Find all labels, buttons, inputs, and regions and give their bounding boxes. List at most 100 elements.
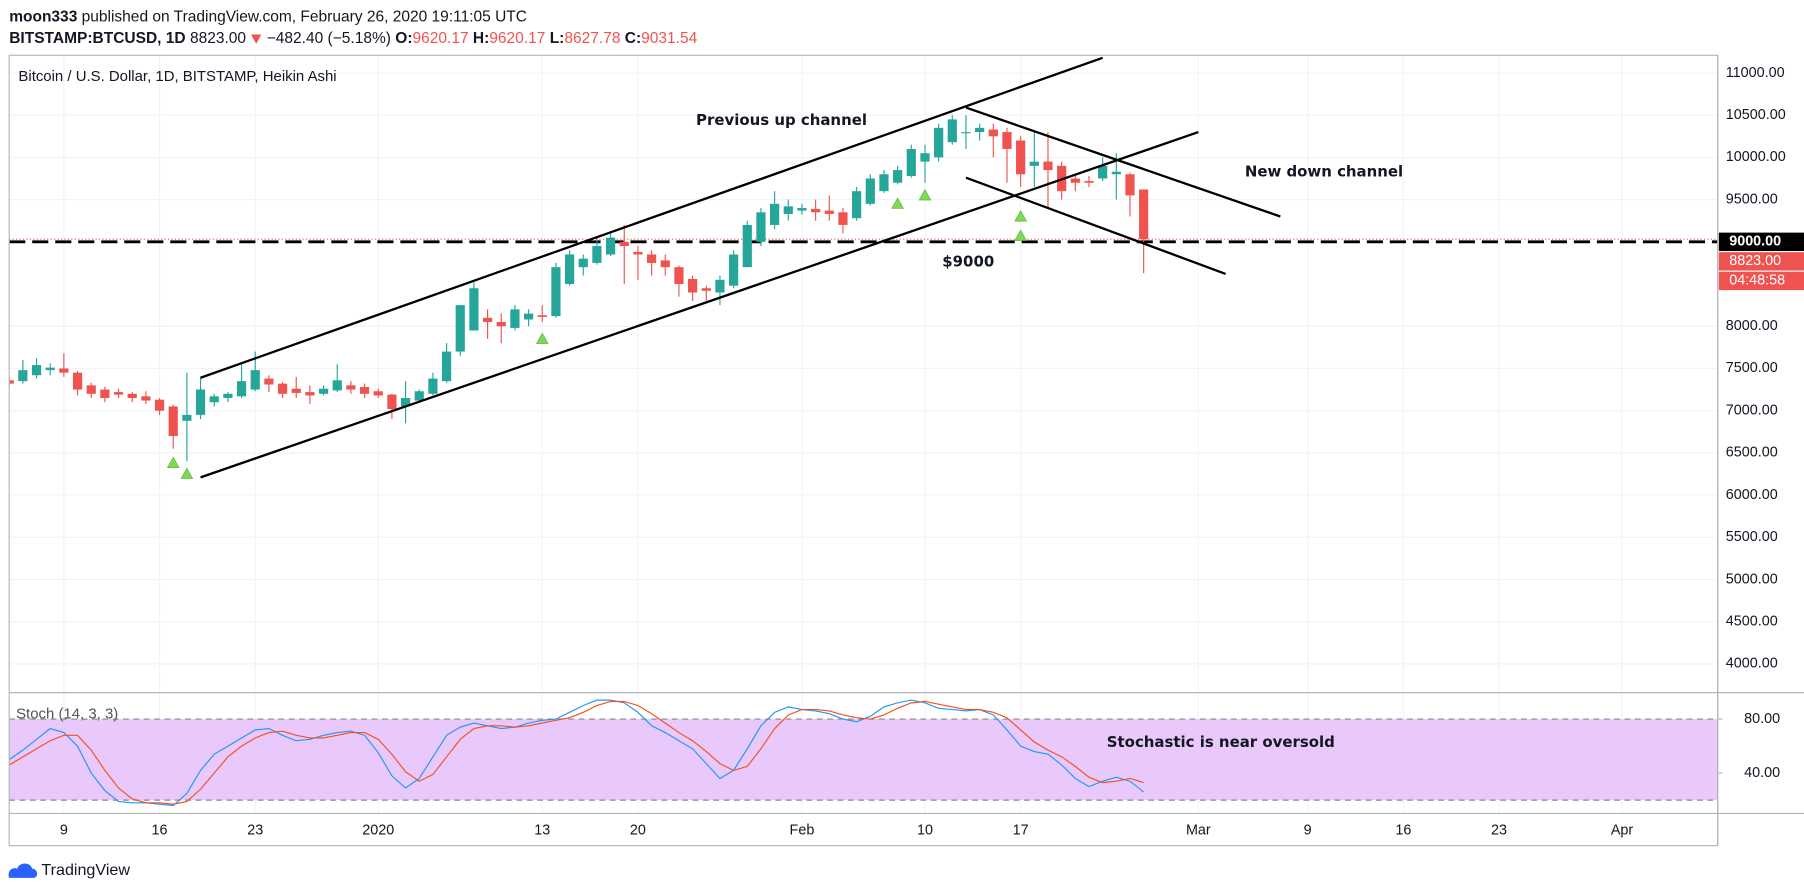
candle-body bbox=[988, 129, 998, 137]
candle-body bbox=[715, 279, 725, 293]
x-tick-label: Mar bbox=[1186, 822, 1211, 838]
candle-body bbox=[428, 378, 438, 394]
annotation: Previous up channel bbox=[696, 111, 867, 129]
candle-body bbox=[578, 258, 588, 268]
candle-body bbox=[1002, 132, 1012, 149]
h-value: 9620.17 bbox=[489, 30, 545, 47]
candle-body bbox=[305, 392, 315, 396]
candle-body bbox=[45, 367, 55, 371]
y-tick-label: 40.00 bbox=[1744, 765, 1780, 781]
candle-body bbox=[865, 178, 875, 204]
y-tick-label: 10000.00 bbox=[1726, 149, 1786, 165]
o-label: O: bbox=[395, 30, 412, 47]
candle-body bbox=[441, 351, 452, 382]
candle-body bbox=[674, 267, 684, 285]
candle-body bbox=[359, 387, 370, 394]
candle-body bbox=[1070, 178, 1080, 183]
candle-body bbox=[1029, 161, 1039, 166]
candle-body bbox=[770, 203, 780, 225]
candle-body bbox=[592, 246, 602, 263]
candle-body bbox=[756, 212, 766, 242]
candle-body bbox=[537, 315, 547, 317]
l-value: 8627.78 bbox=[564, 30, 620, 47]
candle-body bbox=[455, 305, 465, 352]
brand-logo bbox=[8, 863, 38, 878]
plot bbox=[9, 56, 1718, 479]
candle-body bbox=[647, 254, 657, 263]
candle-body bbox=[100, 389, 110, 399]
candle-body bbox=[18, 370, 28, 382]
y-tick-label: 5500.00 bbox=[1726, 529, 1778, 545]
candle-body bbox=[811, 208, 821, 213]
candle-body bbox=[236, 381, 247, 397]
x-tick-label: 16 bbox=[152, 822, 168, 838]
publish-line: moon333 published on TradingView.com, Fe… bbox=[9, 8, 527, 25]
candle-body bbox=[373, 391, 383, 396]
price-label-box bbox=[1718, 252, 1804, 271]
candle-body bbox=[797, 208, 807, 211]
author: moon333 bbox=[9, 8, 77, 25]
x-tick-label: 23 bbox=[247, 822, 263, 838]
o-value: 9620.17 bbox=[413, 30, 469, 47]
candle-body bbox=[1043, 161, 1053, 171]
candle-body bbox=[9, 380, 14, 384]
c-label: C: bbox=[625, 30, 641, 47]
stoch-line bbox=[9, 700, 1144, 805]
candle-body bbox=[838, 212, 848, 225]
candle-body bbox=[1111, 171, 1121, 175]
y-tick-label: 80.00 bbox=[1744, 711, 1780, 727]
candle-body bbox=[127, 393, 137, 399]
candle-body bbox=[1098, 165, 1108, 179]
candle-body bbox=[852, 191, 862, 219]
candle-body bbox=[291, 388, 301, 393]
trendline bbox=[200, 130, 1199, 479]
candle-body bbox=[141, 396, 151, 401]
stoch-title: Stoch (14, 3, 3) bbox=[16, 705, 118, 722]
candle-body bbox=[510, 309, 520, 328]
candle-body bbox=[250, 370, 260, 390]
candle-body bbox=[729, 254, 739, 286]
trendline bbox=[200, 56, 1104, 379]
band-fill bbox=[9, 719, 1718, 801]
published: published on TradingView.com, February 2… bbox=[82, 8, 527, 25]
price: 8823.00 bbox=[190, 30, 246, 47]
y-tick-label: 7000.00 bbox=[1726, 402, 1778, 418]
y-tick-label: 11000.00 bbox=[1726, 65, 1785, 81]
price-label: 8823.00 bbox=[1729, 253, 1781, 269]
candle-body bbox=[564, 254, 575, 285]
candle-body bbox=[551, 267, 561, 317]
candle-body bbox=[920, 153, 930, 162]
x-tick-label: 20 bbox=[630, 822, 646, 838]
candle-body bbox=[469, 288, 479, 331]
symbol: BITSTAMP:BTCUSD, 1D bbox=[9, 30, 185, 47]
y-tick-label: 7500.00 bbox=[1726, 360, 1778, 376]
y-tick-label: 4000.00 bbox=[1726, 656, 1778, 672]
trendline bbox=[965, 176, 1227, 275]
trendline bbox=[965, 106, 1281, 218]
candle-body bbox=[605, 237, 616, 255]
candle-body bbox=[318, 388, 329, 394]
candle-body bbox=[783, 206, 793, 214]
x-tick-label: 23 bbox=[1491, 822, 1507, 838]
candle-body bbox=[975, 127, 985, 133]
signal-marker bbox=[1014, 210, 1027, 222]
signal-marker bbox=[166, 456, 180, 468]
chart-layer: 9 16 23 2020 13 20 Feb 10 17 Mar 9 16 23 Apr 11000.00 1… bbox=[9, 55, 1804, 838]
signal-marker bbox=[535, 332, 549, 344]
countdown: 04:48:58 bbox=[1729, 273, 1785, 289]
candle-body bbox=[961, 132, 971, 134]
chart-title: Bitcoin / U.S. Dollar, 1D, BITSTAMP, Hei… bbox=[18, 68, 336, 85]
x-tick-label: 9 bbox=[1304, 822, 1312, 838]
candle-body bbox=[1139, 189, 1149, 240]
candle-body bbox=[59, 368, 69, 373]
level-label-box bbox=[1718, 232, 1804, 252]
candle-body bbox=[154, 399, 165, 411]
candle-body bbox=[482, 317, 493, 323]
signal-marker bbox=[891, 197, 904, 209]
candle-body bbox=[400, 398, 411, 407]
brand: TradingView bbox=[41, 861, 130, 879]
candle-body bbox=[223, 393, 233, 399]
signal-marker bbox=[918, 188, 932, 201]
level-label: 9000.00 bbox=[1729, 234, 1781, 250]
h-label: H: bbox=[473, 30, 489, 47]
